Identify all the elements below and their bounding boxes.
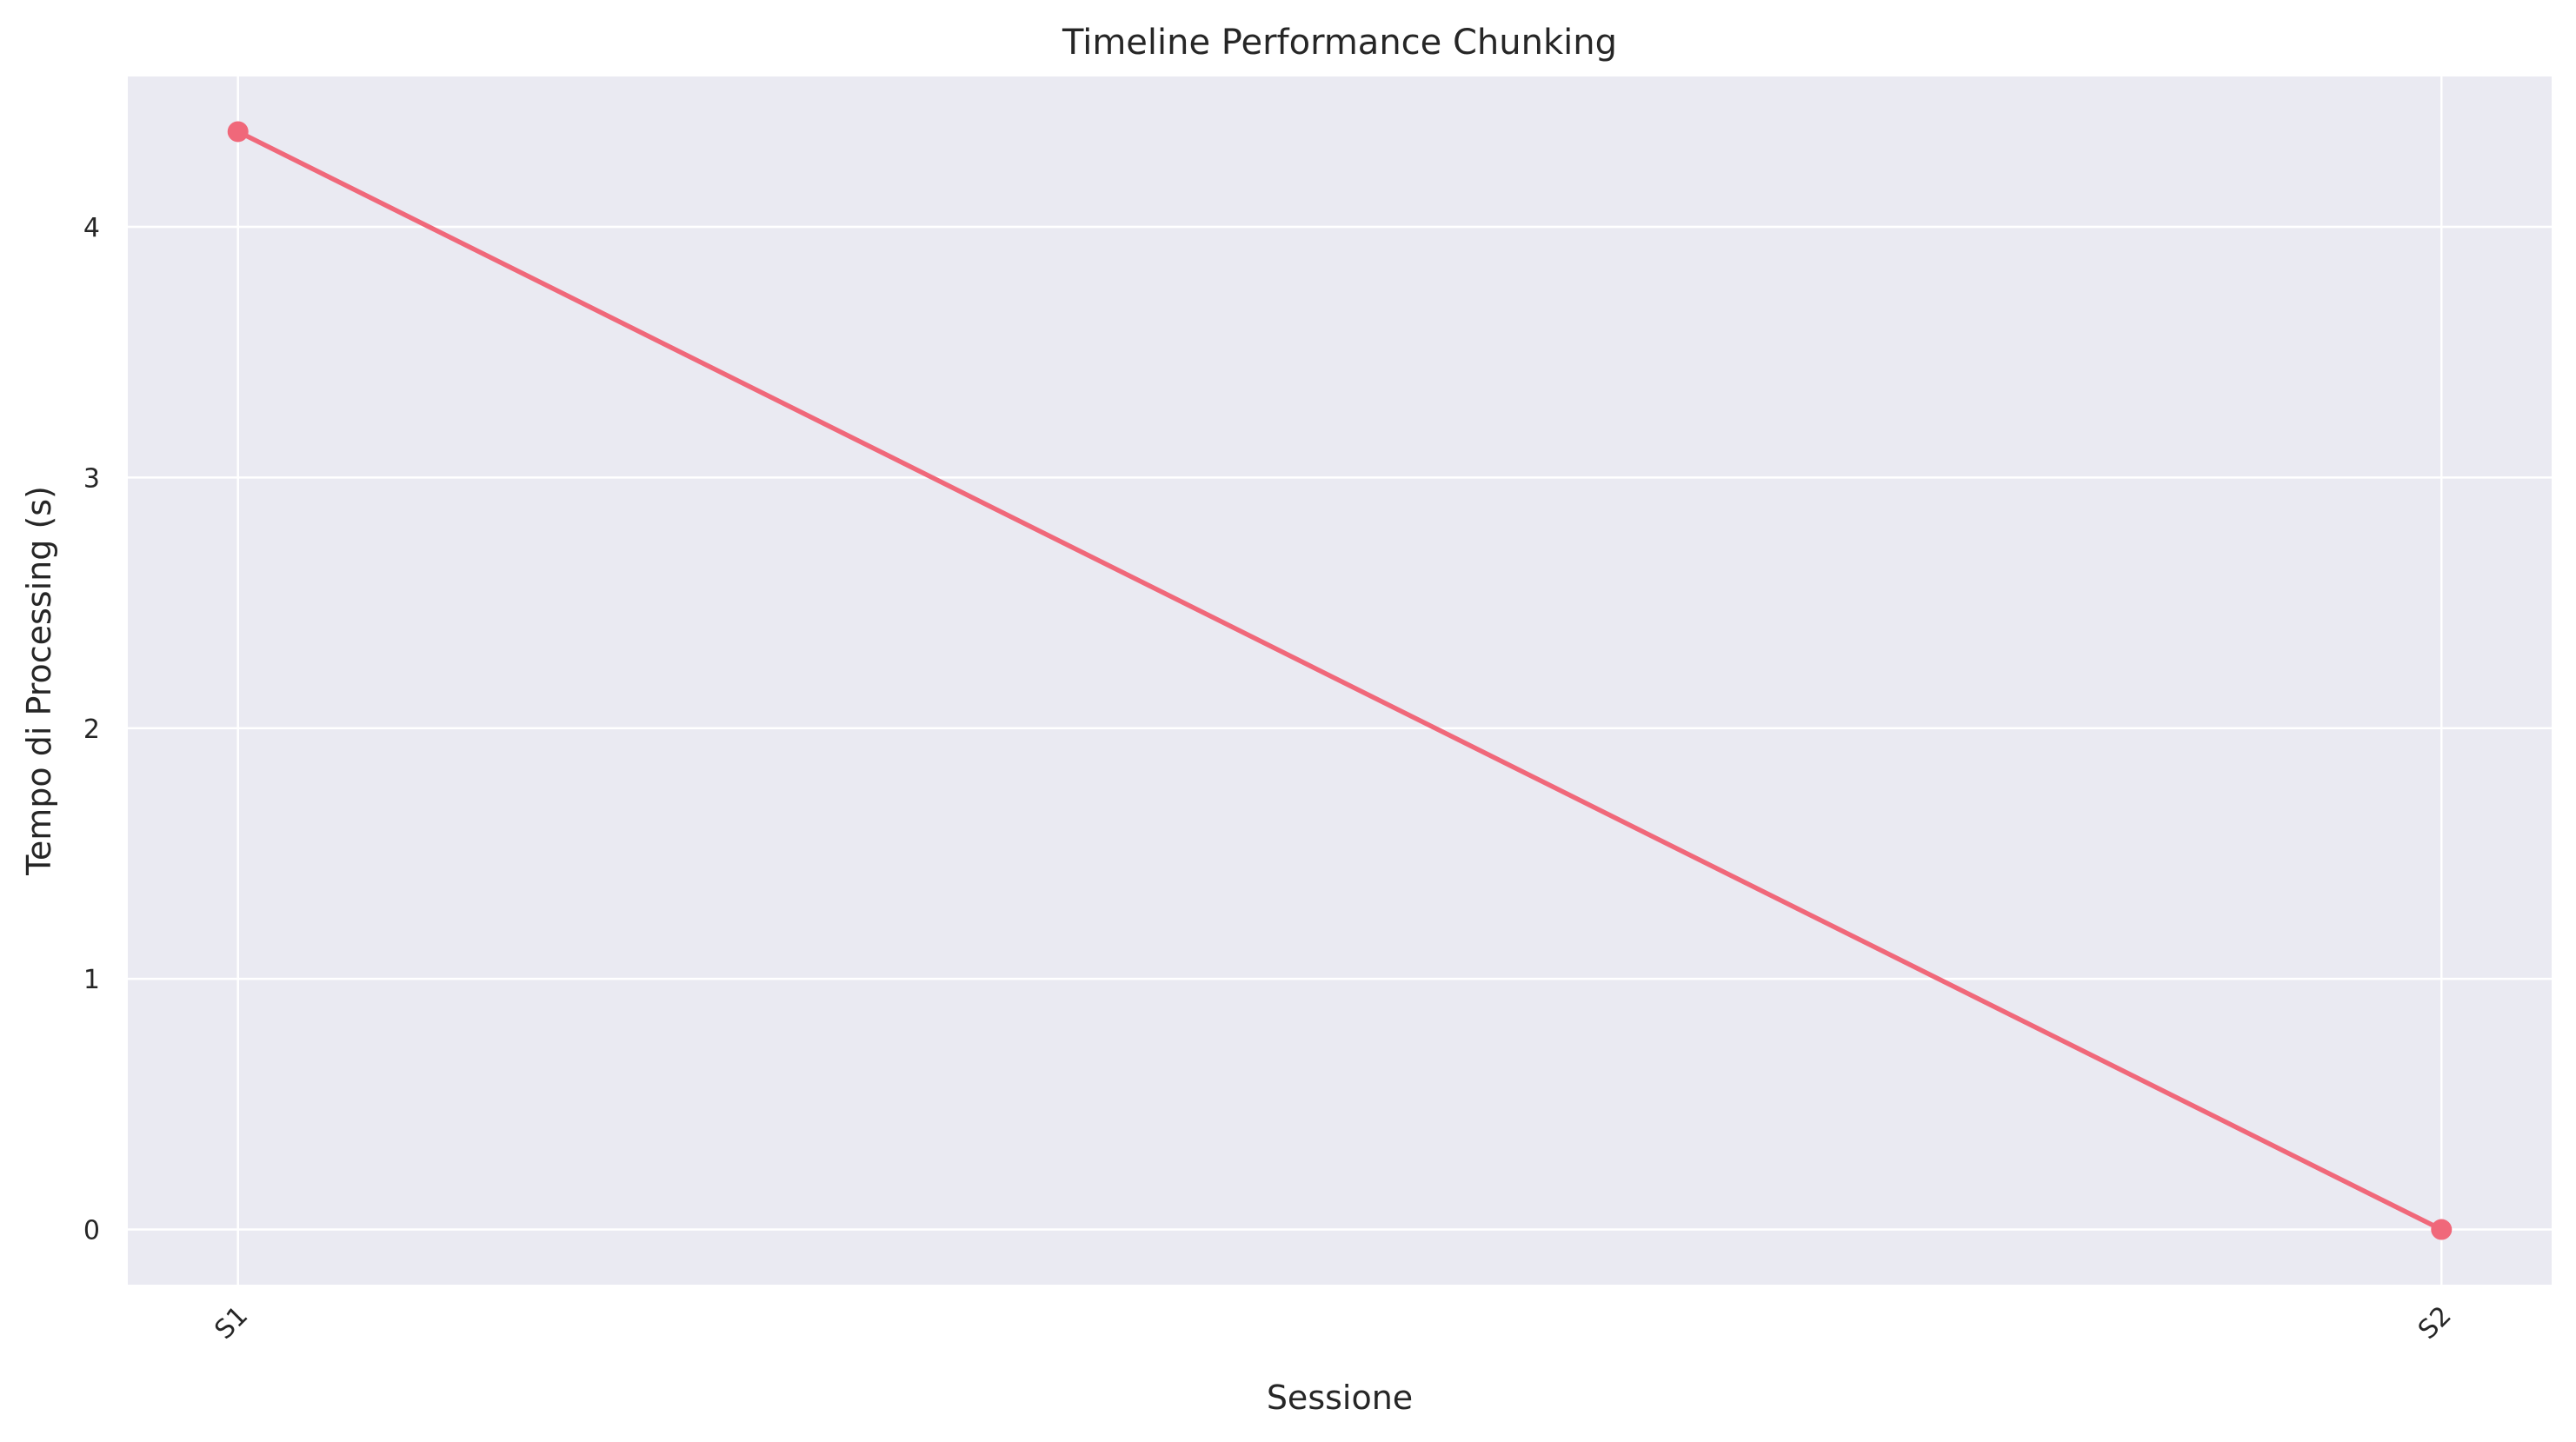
y-tick-label: 4 bbox=[83, 213, 100, 243]
y-tick-label: 2 bbox=[83, 714, 100, 745]
y-tick-label: 3 bbox=[83, 463, 100, 494]
y-axis-label: Tempo di Processing (s) bbox=[20, 486, 58, 876]
x-tick-label: S2 bbox=[2413, 1300, 2458, 1346]
y-tick-labels: 0 1 2 3 4 bbox=[83, 213, 100, 1246]
y-tick-label: 0 bbox=[83, 1216, 100, 1246]
y-tick-label: 1 bbox=[83, 965, 100, 995]
x-tick-labels: S1 S2 bbox=[209, 1300, 2457, 1346]
grid-lines bbox=[128, 76, 2552, 1285]
x-tick-label: S1 bbox=[209, 1300, 254, 1346]
chart-title: Timeline Performance Chunking bbox=[1062, 23, 1617, 63]
data-point bbox=[227, 121, 249, 143]
data-point bbox=[2431, 1219, 2453, 1240]
x-axis-label: Sessione bbox=[1267, 1379, 1413, 1417]
series-lines bbox=[227, 121, 2453, 1240]
series-line bbox=[236, 129, 2443, 1233]
